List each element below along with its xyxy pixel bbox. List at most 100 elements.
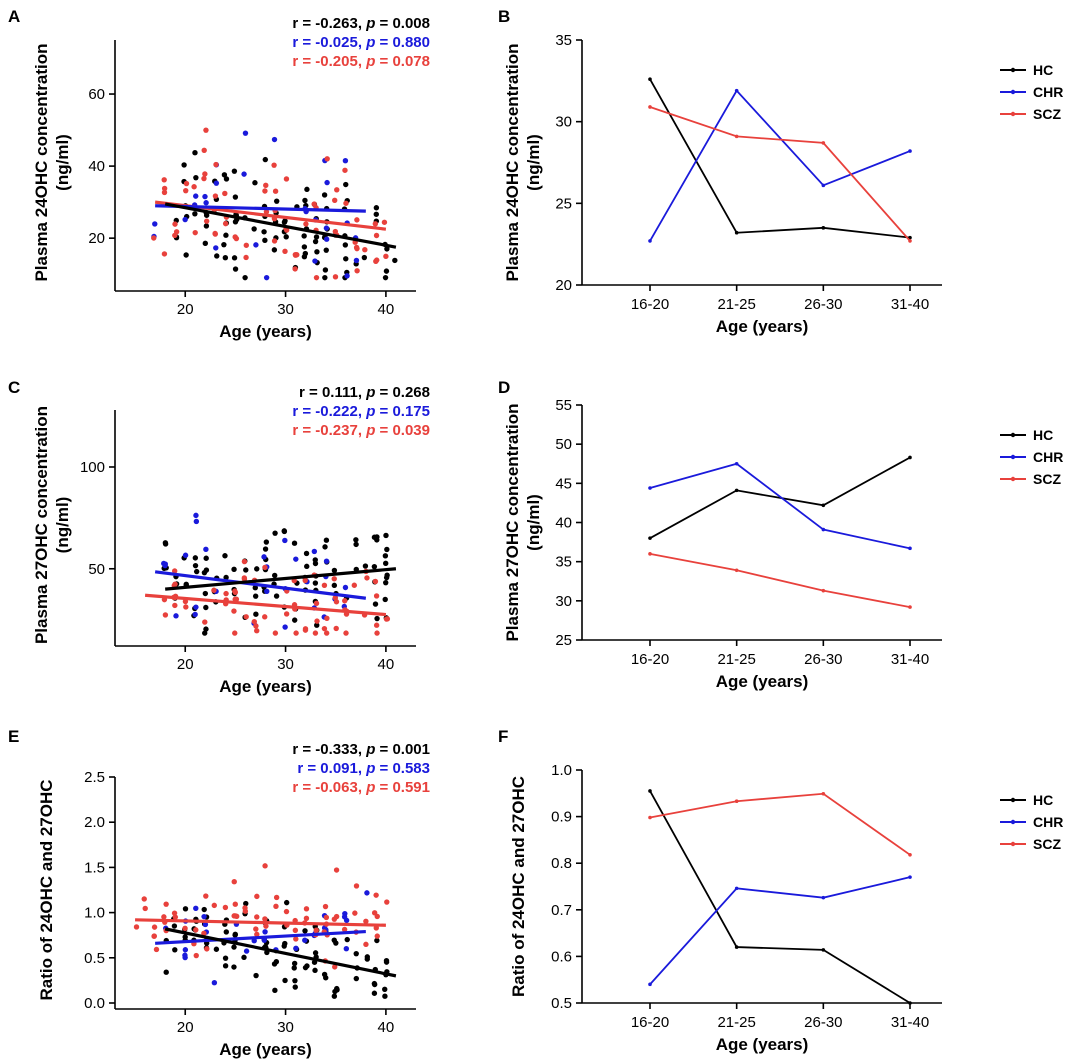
series-point-chr [734,88,739,93]
panel-e: E 20 30 40 0.0 0.5 1.0 1.5 2.0 2.5 Age (years) Rati… [8,727,430,1059]
data-point-scz [222,904,229,911]
data-point-hc [192,149,198,156]
data-point-hc [322,544,328,550]
data-point-scz [241,575,248,581]
x-tick-label: 26-30 [804,1014,842,1031]
regression-line-chr [154,570,367,600]
stat-annotation-scz: r = -0.063, p = 0.591 [292,779,430,796]
data-point-chr [311,548,318,555]
data-point-scz [232,596,238,602]
series-point-scz [821,588,826,593]
stat-annotation-chr: r = -0.222, p = 0.175 [292,403,430,420]
data-point-hc [314,249,320,255]
panel-letter-a: A [8,7,20,26]
data-point-hc [372,601,379,607]
data-point-scz [333,599,340,605]
y-axis-title: Plasma 27OHC concentration [503,403,522,641]
regression-line-hc [164,927,397,978]
data-point-hc [382,560,389,567]
y-axis-title-unit: (ng/ml) [524,134,543,191]
data-point-scz [311,201,317,207]
data-point-hc [361,254,368,261]
stat-p-value: = 0.591 [375,779,430,796]
data-point-scz [312,630,319,636]
data-point-hc [382,596,388,603]
x-tick-label: 21-25 [717,296,755,313]
data-point-scz [263,209,270,215]
data-point-hc [271,247,278,253]
data-point-hc [203,223,210,229]
data-point-scz [263,923,269,929]
data-point-scz [324,615,330,621]
stat-r-value: r = -0.025, [292,34,366,51]
data-point-hc [203,626,209,632]
series-point-hc [648,789,652,793]
data-point-scz [371,910,378,916]
series-point-scz [908,605,912,609]
data-point-scz [332,594,339,601]
data-point-scz [172,914,179,920]
data-point-chr [264,588,270,595]
data-point-hc [252,584,258,591]
y-tick-label: 0.0 [84,995,105,1012]
data-point-scz [262,614,268,620]
panel-a: A 20 30 40 20 40 60 Age (years) Plasma 24OHC con… [8,7,430,341]
data-point-hc [291,617,298,623]
series-point-scz [648,105,652,109]
regression-line-hc [164,202,397,249]
data-point-chr [193,193,199,199]
data-point-scz [202,171,208,177]
data-point-scz [303,221,309,227]
data-point-hc [343,256,349,262]
data-point-hc [243,567,249,573]
series-point-hc [648,536,652,540]
data-point-hc [221,241,227,248]
data-point-chr [193,905,199,912]
data-point-hc [231,255,238,261]
data-point-hc [312,950,319,956]
data-point-scz [293,630,299,636]
data-point-hc [371,990,378,996]
data-point-chr [282,537,288,544]
data-point-scz [251,618,257,625]
data-point-chr [182,954,188,961]
stat-p-symbol: p [365,34,375,51]
data-point-scz [283,611,290,617]
data-point-scz [172,602,178,609]
data-point-scz [283,908,290,915]
data-point-hc [223,929,230,935]
data-point-scz [241,558,248,565]
data-point-hc [232,932,238,938]
data-point-hc [192,562,199,569]
data-point-scz [253,926,259,932]
data-point-chr [213,180,220,186]
stat-p-value: = 0.001 [375,741,430,758]
series-line-hc [649,790,911,1004]
data-point-scz [271,238,278,244]
x-axis-title: Age (years) [219,1040,312,1059]
data-point-scz [232,234,238,240]
data-point-hc [382,986,388,993]
data-point-scz [342,598,348,604]
panel-letter-c: C [8,378,20,397]
series-point-scz [908,853,912,857]
data-point-hc [353,541,359,548]
panel-letter-f: F [498,727,508,746]
data-point-hc [273,959,280,965]
data-point-hc [171,923,178,929]
data-point-scz [323,914,330,921]
data-point-scz [211,902,217,909]
x-axis-title: Age (years) [219,322,312,341]
data-point-hc [344,936,350,943]
y-tick-label: 100 [80,459,105,476]
data-point-hc [203,567,210,573]
data-point-scz [183,180,190,187]
data-point-hc [222,255,229,261]
data-point-scz [262,863,268,869]
y-tick-label: 50 [555,436,572,453]
x-axis-title: Age (years) [716,1035,809,1054]
data-point-hc [231,944,237,950]
data-point-chr [193,512,199,519]
stat-p-value: = 0.268 [375,384,430,401]
data-point-scz [212,231,218,237]
